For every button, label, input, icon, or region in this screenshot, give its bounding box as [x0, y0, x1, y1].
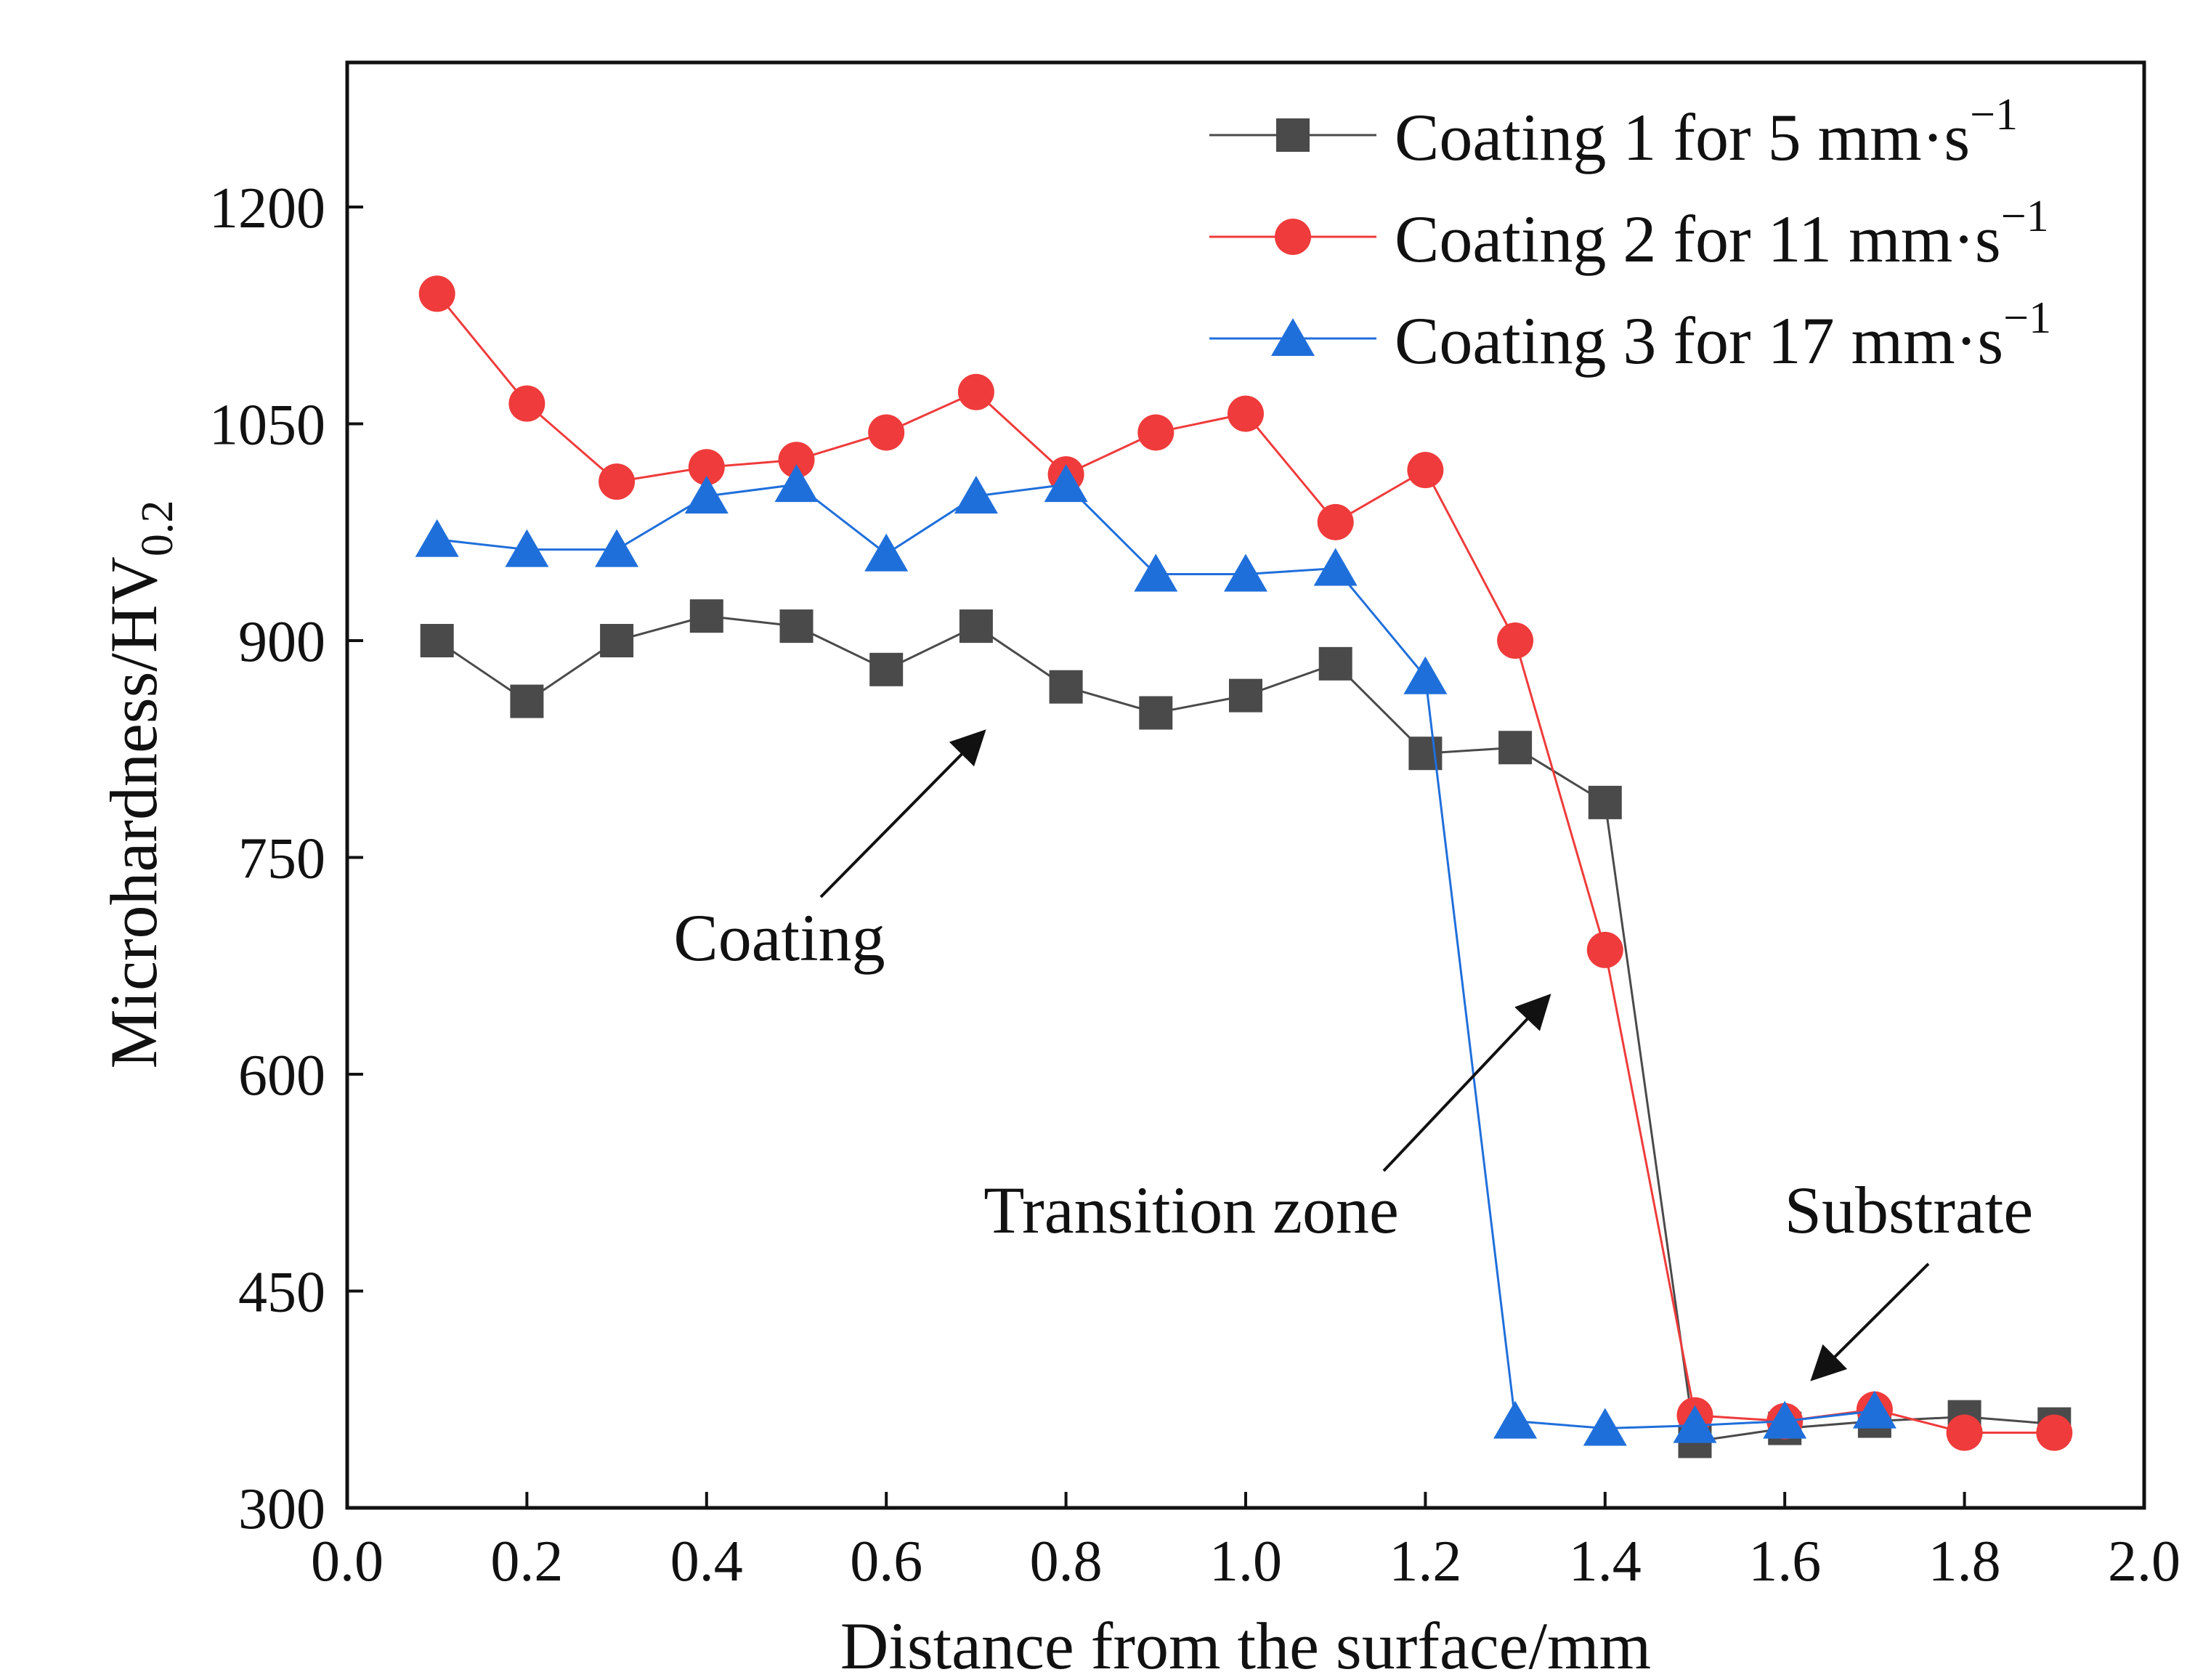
- data-point: [1228, 395, 1264, 432]
- data-point: [1044, 464, 1088, 503]
- y-tick-label: 300: [238, 1477, 325, 1541]
- data-point: [957, 373, 994, 410]
- data-point: [1588, 785, 1622, 819]
- series-coating-3: [415, 464, 1896, 1446]
- y-tick-label: 900: [238, 610, 325, 674]
- x-tick-label: 1.0: [1209, 1530, 1282, 1594]
- x-tick-label: 1.8: [1928, 1530, 2001, 1594]
- data-point: [778, 442, 815, 479]
- data-point: [1586, 931, 1623, 968]
- annotation-coating-arrow: [819, 729, 986, 898]
- data-point: [779, 609, 814, 644]
- data-point: [1852, 1390, 1896, 1429]
- legend-marker-circle: [1275, 219, 1311, 255]
- data-point: [600, 624, 634, 657]
- legend-item-coating-2: Coating 2 for 11 mm·s−1: [1209, 192, 2049, 276]
- annotations: Coating Transition zone Substrate: [673, 729, 2033, 1381]
- data-point: [510, 684, 544, 718]
- legend-marker-triangle: [1271, 318, 1315, 356]
- data-point: [420, 624, 454, 657]
- y-axis-title-subscript: 0.2: [133, 500, 182, 557]
- y-axis-title: Microhardness/HV0.2: [97, 500, 182, 1069]
- data-point: [1403, 656, 1448, 694]
- x-tick-label: 1.2: [1389, 1530, 1461, 1594]
- legend: Coating 1 for 5 mm·s−1 Coating 2 for 11 …: [1209, 90, 2051, 378]
- legend-item-coating-1: Coating 1 for 5 mm·s−1: [1209, 90, 2018, 174]
- data-point: [1137, 414, 1174, 451]
- series-line-coating-3: [437, 483, 1875, 1430]
- annotation-substrate: Substrate: [1785, 1173, 2033, 1247]
- data-point: [1229, 678, 1262, 713]
- data-point: [1318, 646, 1352, 681]
- legend-label-coating-1: Coating 1 for 5 mm·s−1: [1395, 90, 2018, 174]
- data-point: [954, 476, 998, 514]
- data-point: [869, 652, 904, 686]
- data-point: [1498, 731, 1533, 765]
- series-layer: [415, 275, 2073, 1458]
- data-point: [1313, 548, 1358, 586]
- data-point: [1224, 553, 1267, 592]
- x-tick-label: 1.6: [1748, 1530, 1821, 1594]
- data-point: [689, 599, 723, 633]
- y-tick-label: 750: [238, 827, 325, 891]
- series-coating-1: [420, 599, 2072, 1458]
- data-point: [1673, 1405, 1717, 1443]
- data-point: [684, 476, 729, 514]
- data-point: [418, 275, 455, 312]
- data-point: [959, 609, 993, 644]
- annotation-transition-zone: Transition zone: [983, 1173, 1399, 1247]
- x-tick-label: 0.2: [490, 1530, 563, 1594]
- series-line-coating-1: [436, 614, 2055, 1443]
- data-point: [688, 449, 725, 486]
- x-axis-ticks: 0.0 0.2 0.4 0.6 0.8 1.0 1.2 1.4 1.6 1.8 2.0: [311, 1492, 2180, 1594]
- data-point: [1493, 1400, 1538, 1439]
- x-axis-title: Distance from the surface/mm: [840, 1609, 1651, 1680]
- data-point: [864, 533, 909, 572]
- data-point: [1134, 553, 1178, 592]
- data-point: [599, 463, 636, 500]
- annotation-transition-zone-arrow: [1382, 994, 1551, 1172]
- data-point: [595, 529, 639, 567]
- y-tick-label: 1200: [209, 176, 325, 240]
- y-tick-label: 600: [238, 1044, 325, 1108]
- x-tick-label: 1.4: [1569, 1530, 1642, 1594]
- series-line-coating-2: [436, 293, 2055, 1435]
- data-point: [1497, 622, 1534, 659]
- legend-marker-square: [1276, 118, 1310, 152]
- x-tick-label: 0.6: [850, 1530, 922, 1594]
- plot-frame: [345, 60, 2146, 1510]
- y-tick-label: 1050: [209, 394, 325, 458]
- data-point: [1763, 1400, 1807, 1439]
- data-point: [1946, 1414, 1983, 1451]
- data-point: [868, 414, 905, 451]
- x-tick-label: 0.0: [311, 1530, 384, 1594]
- x-tick-label: 0.4: [670, 1530, 743, 1594]
- data-point: [505, 529, 549, 567]
- x-tick-label: 0.8: [1030, 1530, 1103, 1594]
- data-point: [774, 464, 819, 503]
- data-point: [508, 385, 545, 422]
- y-axis-title-main: Microhardness/HV: [97, 556, 171, 1068]
- data-point: [415, 519, 459, 557]
- y-tick-label: 450: [238, 1261, 325, 1325]
- data-point: [1407, 452, 1444, 489]
- x-tick-label: 2.0: [2108, 1530, 2180, 1594]
- legend-label-coating-3: Coating 3 for 17 mm·s−1: [1395, 293, 2051, 378]
- annotation-substrate-arrow: [1810, 1262, 1930, 1381]
- data-point: [1139, 696, 1173, 730]
- series-coating-2: [418, 275, 2073, 1451]
- data-point: [1049, 670, 1083, 704]
- annotation-coating: Coating: [673, 901, 885, 975]
- data-point: [1317, 503, 1354, 540]
- data-point: [2036, 1414, 2073, 1451]
- y-axis-ticks: 300 450 600 750 900 1050 1200: [209, 176, 363, 1541]
- legend-item-coating-3: Coating 3 for 17 mm·s−1: [1209, 293, 2051, 378]
- legend-label-coating-2: Coating 2 for 11 mm·s−1: [1395, 192, 2049, 276]
- data-point: [1583, 1408, 1627, 1446]
